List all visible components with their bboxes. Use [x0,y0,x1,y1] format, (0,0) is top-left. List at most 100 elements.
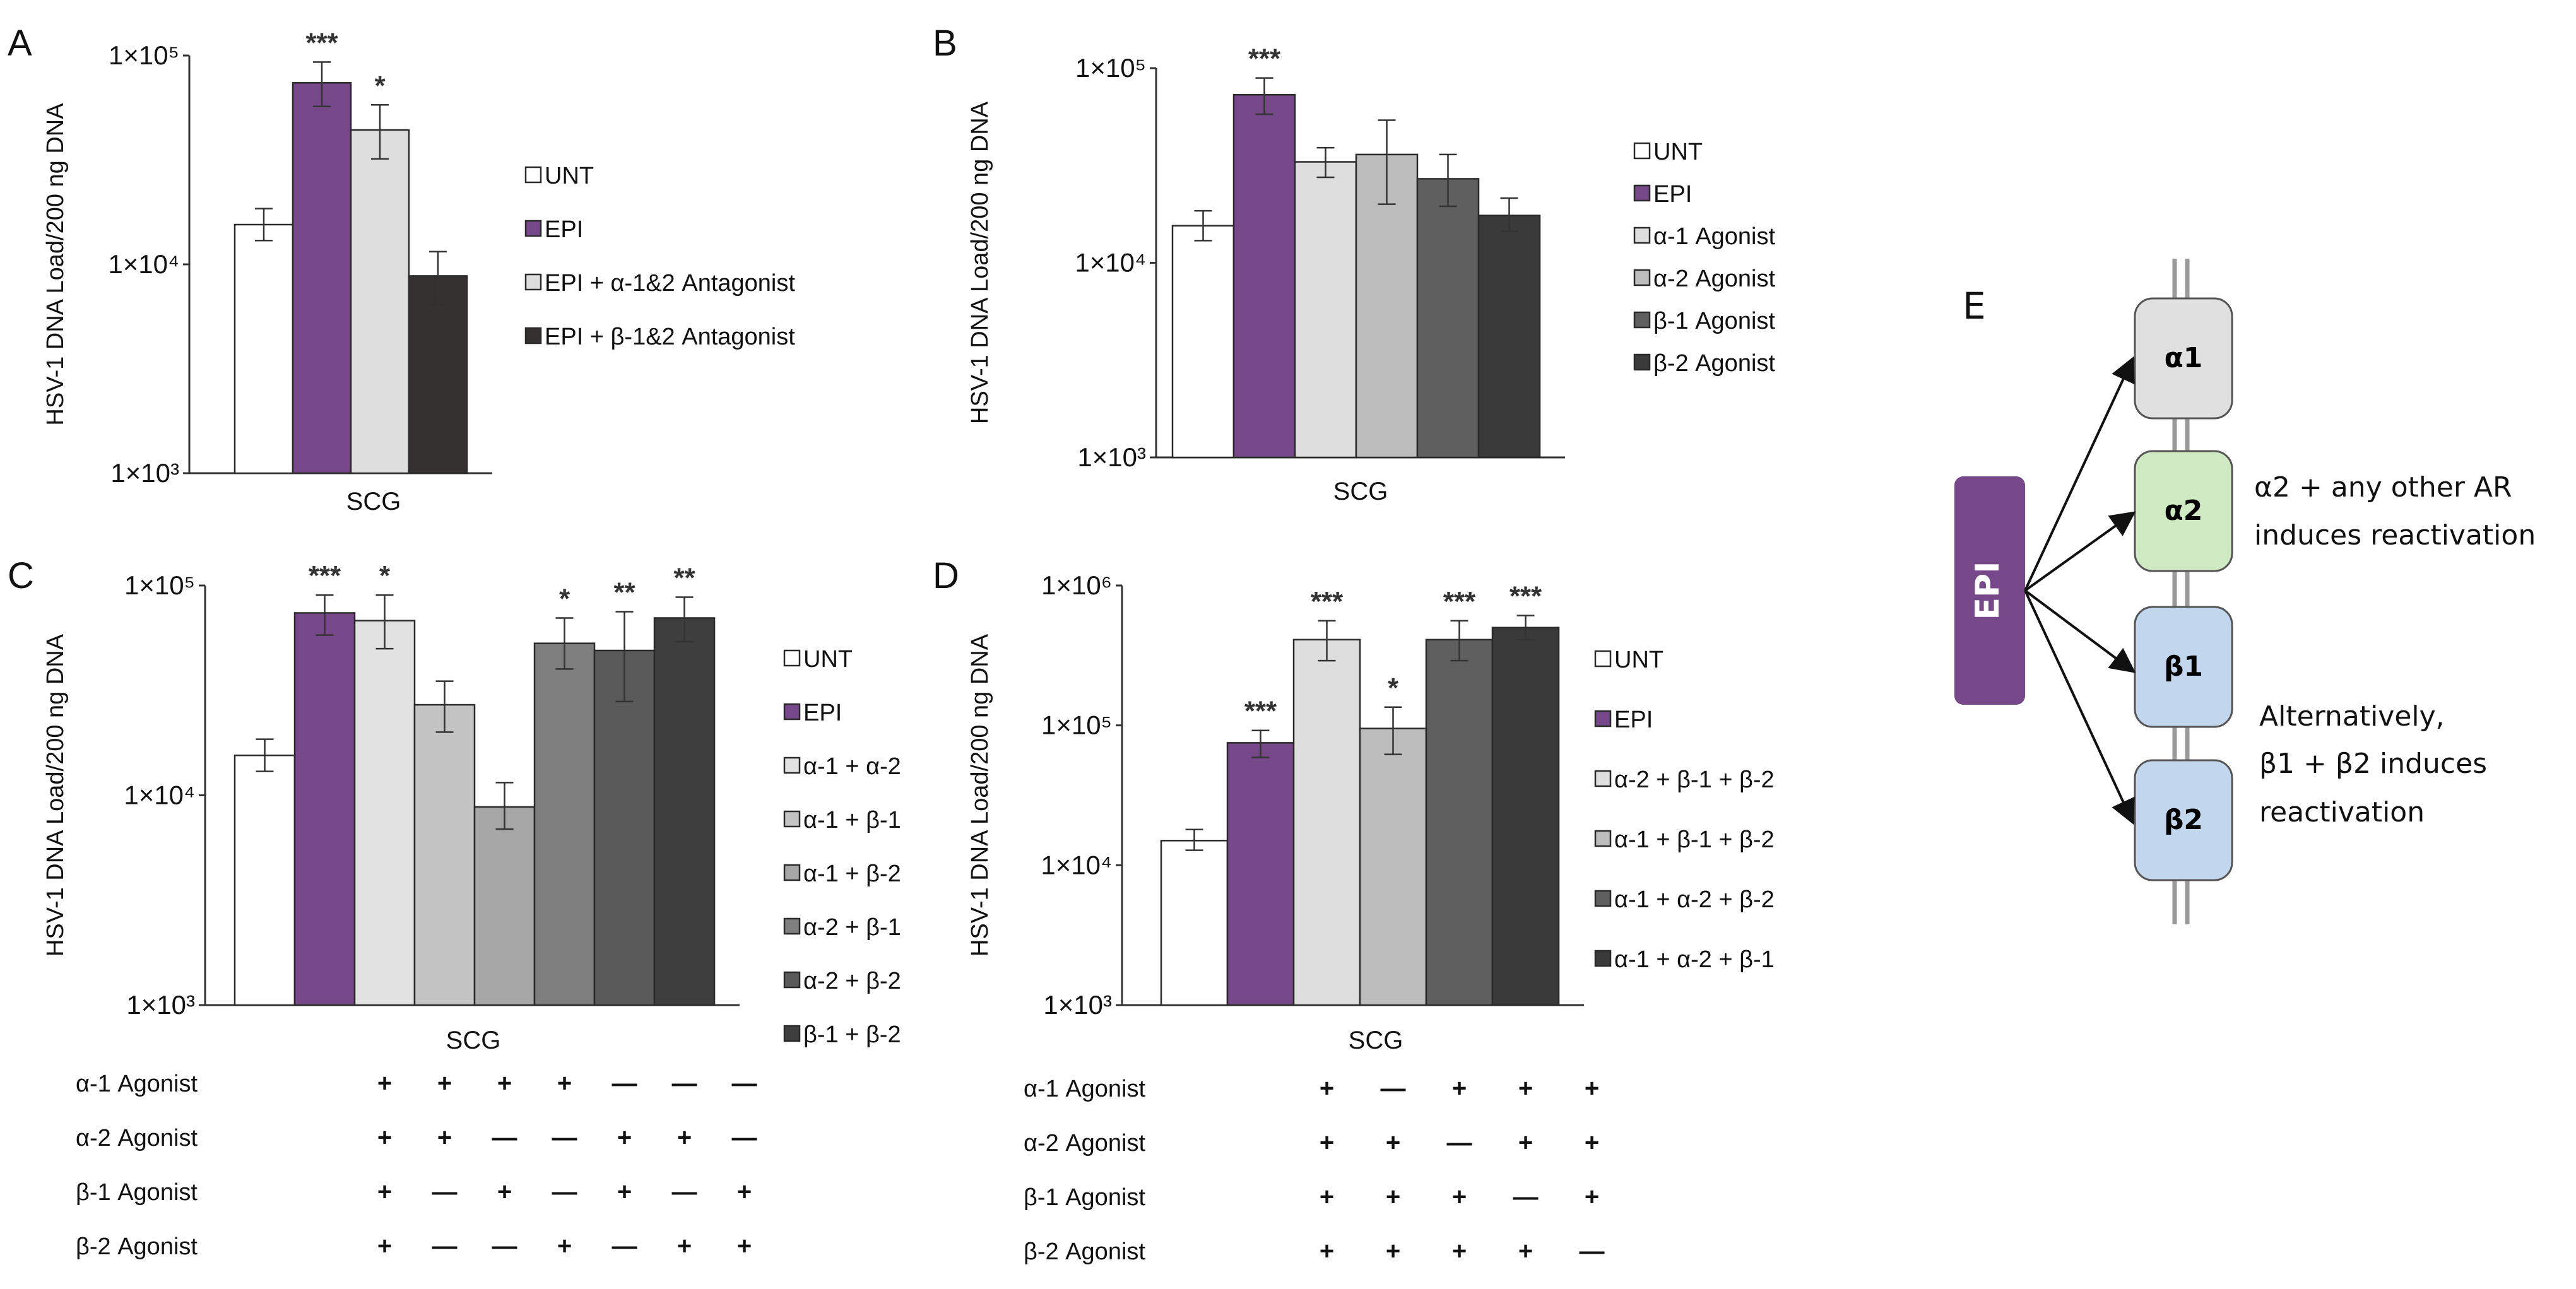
y-tick-label: 1×10⁵ [124,570,195,600]
treatment-mark: — [1381,1074,1406,1102]
treatment-mark: — [432,1232,458,1260]
legend-swatch [783,917,801,935]
bar-treatment-4 [1425,639,1494,1006]
treatment-mark: + [557,1232,572,1260]
x-axis-title: SCG [1349,1027,1403,1054]
panel-letter-e: E [1963,285,1986,327]
legend-swatch [783,971,801,989]
significance-label: *** [305,27,338,58]
treatment-mark: + [1518,1237,1533,1265]
bar-treatment-2 [353,620,416,1006]
treatment-mark: + [1452,1183,1467,1211]
receptor-alpha2-label: α2 [2165,495,2203,527]
significance-label: *** [1443,586,1476,617]
receptor-beta1: β1 [2134,606,2233,728]
treatment-mark: — [732,1069,757,1097]
significance-label: *** [1311,586,1344,617]
significance-label: * [379,560,391,591]
receptor-alpha1-label: α1 [2165,342,2203,374]
epi-block: EPI [1954,476,2025,705]
legend-label: α-1 + β-2 [803,861,901,887]
panel-letter-a: A [8,23,32,64]
panel-a: A 1×10³ 1×10⁴ 1×10⁵ HSV-1 DNA Load/200 ng DN… [8,23,795,515]
significance-label: * [559,584,570,615]
epi-box [1954,476,2025,705]
legend-label: EPI + β-1&2 Antagonist [545,324,795,350]
x-axis-title: SCG [346,488,401,515]
note-beta-line2: β1 + β2 induces [2259,748,2487,780]
treatment-mark: + [1518,1074,1533,1102]
bar-treatment-5 [1477,215,1541,459]
legend-swatch [1633,353,1651,371]
bar-unt [233,754,296,1006]
bar-treatment-5 [533,642,596,1006]
treatment-mark: + [677,1124,692,1151]
treatment-row-label: α-1 Agonist [1024,1076,1146,1102]
legend-label: EPI [545,216,583,243]
legend-swatch [1594,650,1612,668]
significance-label: *** [1248,44,1281,74]
bar-treatment-4 [473,806,536,1006]
y-tick-label: 1×10⁴ [108,249,179,279]
treatment-mark: + [1518,1129,1533,1157]
significance-label: * [1388,673,1399,703]
receptor-alpha2: α2 [2134,450,2233,572]
y-tick-label: 1×10³ [1077,442,1146,472]
legend-swatch [524,166,542,184]
treatment-mark: + [1585,1183,1599,1211]
treatment-row-label: β-1 Agonist [76,1179,198,1206]
treatment-mark: — [732,1124,757,1151]
treatment-mark: + [737,1232,752,1260]
treatment-mark: — [492,1124,517,1151]
y-axis-title: HSV-1 DNA Load/200 ng DNA [967,101,993,424]
legend-label: α-1 + β-1 + β-2 [1614,827,1775,853]
legend-label: α-1 + α-2 [803,753,901,780]
treatment-mark: — [432,1178,458,1206]
panel-b: B 1×10³ 1×10⁴ 1×10⁵ HSV-1 DNA Load/200 ng DN… [933,23,1776,505]
legend-label: UNT [1653,139,1703,165]
y-tick-label: 1×10⁴ [124,780,195,810]
y-tick-label: 1×10⁵ [1075,53,1146,83]
legend-label: α-2 + β-1 + β-2 [1614,767,1775,793]
epi-label: EPI [1969,562,2007,620]
legend-label: α-1 + α-2 + β-2 [1614,886,1775,913]
legend-swatch [1633,227,1651,244]
x-axis-title: SCG [1333,478,1388,505]
treatment-mark: + [1320,1183,1334,1211]
treatment-mark: — [612,1069,637,1097]
arrow-to-alpha2 [2024,511,2136,592]
legend-swatch [1633,311,1651,329]
legend-label: β-1 + β-2 [803,1021,901,1048]
treatment-mark: + [1386,1129,1400,1157]
treatment-row-label: β-1 Agonist [1024,1184,1145,1211]
legend-label: α-2 + β-1 [803,914,901,941]
legend-label: β-1 Agonist [1653,308,1775,334]
treatment-mark: + [617,1178,632,1206]
treatment-row-label: α-1 Agonist [76,1071,198,1097]
treatment-mark: — [1447,1129,1472,1157]
bar-treatment-3 [413,703,476,1006]
y-tick-label: 1×10³ [110,458,179,488]
treatment-mark: + [1320,1237,1334,1265]
treatment-mark: — [672,1069,697,1097]
treatment-row-label: β-2 Agonist [1024,1239,1145,1265]
legend-swatch [1594,890,1612,907]
treatment-mark: + [677,1232,692,1260]
treatment-mark: + [497,1178,512,1206]
charts-layer: A 1×10³ 1×10⁴ 1×10⁵ HSV-1 DNA Load/200 ng DN… [8,23,1776,1265]
treatment-mark: + [1320,1129,1334,1157]
legend-swatch [783,864,801,881]
treatment-mark: + [1452,1074,1467,1102]
significance-label: *** [309,560,341,591]
treatment-mark: + [1585,1129,1599,1157]
legend-label: β-2 Agonist [1653,350,1775,377]
y-tick-label: 1×10⁴ [1075,248,1146,278]
y-tick-label: 1×10³ [1043,990,1112,1020]
bar-epi [293,612,356,1006]
legend-swatch [1594,830,1612,847]
note-beta-line3: reactivation [2259,796,2425,828]
legend-swatch [783,810,801,828]
legend-swatch [1633,142,1651,160]
legend-swatch [1594,710,1612,727]
